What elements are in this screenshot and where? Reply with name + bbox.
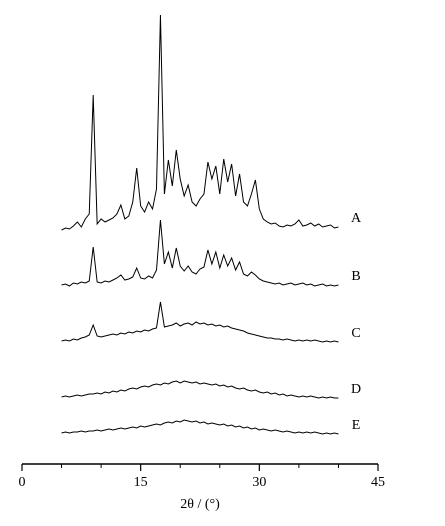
x-axis-label: 2θ / (°) (180, 497, 220, 512)
series-label: C (351, 326, 360, 341)
x-tick-label: 45 (371, 475, 385, 490)
xrd-trace (61, 301, 339, 343)
xrd-trace (61, 419, 339, 435)
xrd-trace (61, 14, 339, 231)
series-label: E (352, 418, 361, 433)
series-label: A (351, 211, 362, 226)
xrd-trace (61, 219, 339, 287)
series-label: D (351, 382, 361, 397)
xrd-trace (61, 380, 339, 399)
x-tick-label: 30 (252, 475, 266, 490)
x-tick-label: 0 (19, 475, 26, 490)
series-label: B (351, 269, 360, 284)
x-tick-label: 15 (134, 475, 148, 490)
